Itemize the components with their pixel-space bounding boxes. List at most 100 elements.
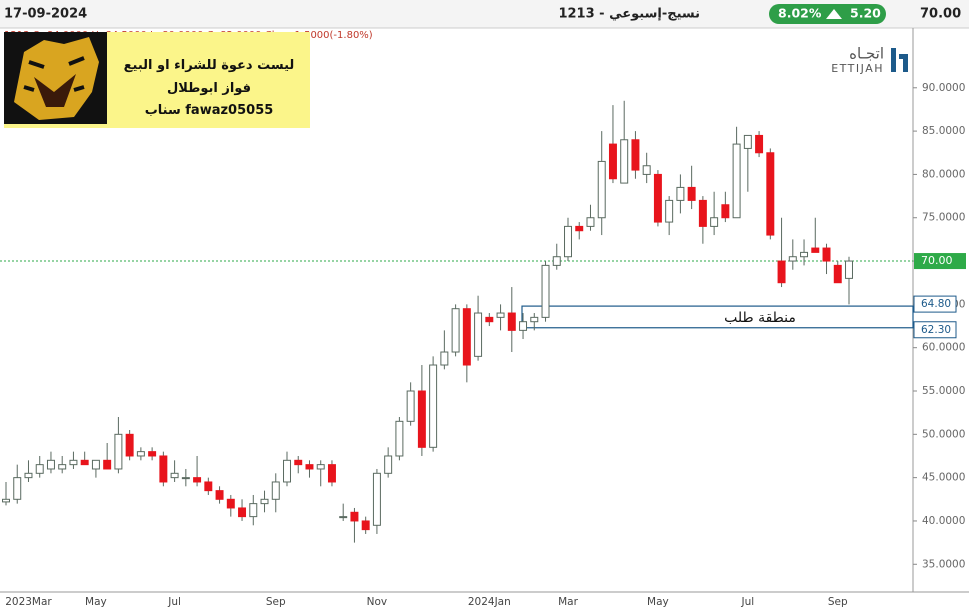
tiger-mouth (34, 74, 76, 107)
change-pct: 8.02% (778, 6, 822, 21)
candle-body (327, 464, 336, 483)
candle-body (417, 390, 426, 448)
candle-body (249, 503, 258, 518)
candle-body (69, 459, 78, 466)
candle-body (159, 455, 168, 483)
candle-body (361, 520, 370, 531)
candle-body (743, 134, 752, 149)
logo-latin: ETTIJAH (831, 62, 884, 75)
candle-body (226, 498, 235, 509)
candle-body (24, 472, 33, 479)
demand-zone (521, 305, 914, 329)
zone-level-label: 64.80 (921, 298, 951, 310)
date: 17-09-2024 (4, 7, 87, 22)
candle-body (665, 199, 674, 223)
y-tick-label: 75.0000 (922, 212, 965, 224)
candle-body (136, 451, 145, 457)
candle-body (608, 143, 617, 180)
logo-mark (891, 48, 896, 72)
zone-text: منطقة طلب (724, 310, 796, 326)
x-tick-label: 2024Jan (468, 596, 511, 608)
candle-body (395, 420, 404, 457)
candle-body (46, 459, 55, 470)
candle-body (620, 139, 629, 184)
candle-body (586, 217, 595, 227)
change: 5.20 (850, 6, 881, 21)
banner-line: سناب fawaz05055 (144, 103, 274, 118)
candle-body (766, 152, 775, 236)
logo-arabic: اتجـاه (849, 45, 884, 63)
candle-body (575, 225, 584, 232)
candle-body (642, 165, 651, 175)
symbol: نسيج-إسبوعي - 1213 (558, 7, 700, 22)
candle-body (800, 251, 809, 258)
candle-body (2, 498, 10, 503)
y-tick-label: 50.0000 (922, 428, 965, 440)
candle-body (519, 321, 528, 331)
zone-level-tag (913, 321, 957, 339)
y-tick-label: 35.0000 (922, 558, 965, 570)
candle-body (80, 459, 89, 466)
x-tick-label: Mar (558, 596, 578, 608)
tiger-stripes (23, 56, 85, 92)
y-tick-label: 40.0000 (922, 515, 965, 527)
zone-level-label: 62.30 (921, 324, 951, 336)
candle-body (350, 511, 359, 522)
candle-body (372, 472, 381, 526)
candle-body (833, 264, 842, 284)
x-tick-label: 2023Mar (5, 596, 52, 608)
y-tick-label: 85.0000 (922, 125, 965, 137)
x-tick-label: Jul (741, 596, 755, 608)
candle-body (339, 516, 348, 519)
x-tick-label: Sep (828, 596, 848, 608)
x-tick-label: May (647, 596, 669, 608)
price-tag-label: 70.00 (921, 254, 953, 267)
candle-body (698, 199, 707, 227)
candle-body (507, 312, 516, 331)
candle-body (755, 134, 764, 154)
candle-body (125, 433, 134, 457)
candle-body (485, 316, 494, 323)
candle-body (316, 464, 325, 470)
candle-body (204, 481, 213, 492)
candle-body (283, 459, 291, 483)
candle-body (260, 498, 269, 505)
candle-body (91, 459, 100, 470)
candle-body (13, 477, 22, 500)
candle-body (271, 481, 280, 500)
candle-body (822, 247, 831, 262)
candle-body (777, 260, 786, 284)
candle-body (440, 351, 449, 366)
candle-body (788, 256, 797, 262)
price: 70.00 (920, 7, 961, 22)
candle-body (676, 186, 685, 201)
candle-body (845, 260, 853, 279)
candle-body (631, 139, 640, 171)
candle-body (215, 490, 224, 500)
tiger-graphic (14, 37, 99, 120)
zone-level-tag (913, 295, 957, 313)
y-tick-label: 55.0000 (922, 385, 965, 397)
candle-body (687, 186, 696, 201)
candle-body (181, 477, 190, 480)
candle-body (305, 464, 314, 470)
candle-body (103, 459, 112, 470)
candle-body (811, 247, 820, 253)
y-tick-label: 60.0000 (922, 342, 965, 354)
y-tick-label: 80.0000 (922, 168, 965, 180)
change-pill (769, 4, 886, 24)
x-tick-label: Sep (266, 596, 286, 608)
banner: ليست دعوة للشراء او البيع فواز ابوطلال س… (4, 32, 310, 128)
logo-mark (903, 59, 908, 72)
x-tick-label: Nov (367, 596, 388, 608)
candle-body (552, 256, 561, 266)
candle-body (429, 364, 438, 448)
candle-body (564, 225, 572, 258)
banner-line: ليست دعوة للشراء او البيع (123, 58, 295, 73)
candle-body (474, 312, 483, 357)
y-tick-label: 45.0000 (922, 472, 965, 484)
candle-body (732, 143, 741, 219)
candle-body (451, 308, 460, 353)
